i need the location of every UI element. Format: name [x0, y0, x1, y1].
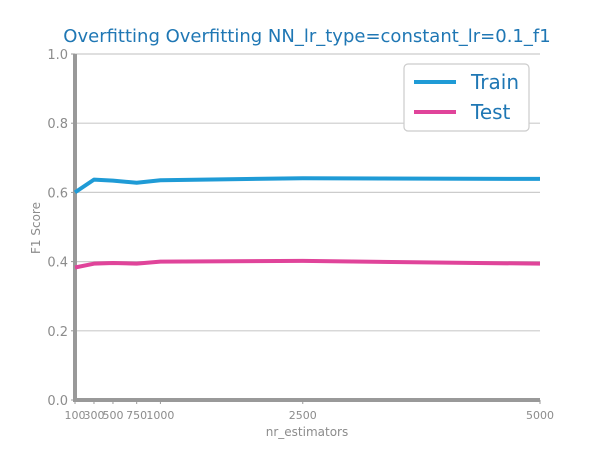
series-line-test — [74, 258, 541, 270]
series — [73, 176, 541, 270]
y-tick-label: 0.0 — [47, 394, 68, 409]
series-line-train — [73, 176, 541, 195]
legend: Train Test — [403, 63, 530, 132]
y-axis-ticks: 0.0 0.2 0.4 0.6 0.8 1.0 — [47, 48, 75, 409]
legend-label-test: Test — [470, 100, 511, 124]
chart-title: Overfitting Overfitting NN_lr_type=const… — [63, 26, 550, 47]
y-tick-label: 0.2 — [47, 325, 68, 340]
y-axis-label: F1 Score — [29, 202, 43, 254]
y-tick-label: 0.6 — [47, 186, 68, 201]
y-tick-label: 0.8 — [47, 117, 68, 132]
x-tick-label: 5000 — [526, 409, 554, 422]
x-tick-label: 500 — [102, 409, 123, 422]
x-axis-label: nr_estimators — [266, 425, 349, 439]
axes — [73, 54, 540, 402]
x-tick-label: 2500 — [289, 409, 317, 422]
x-tick-label: 300 — [83, 409, 104, 422]
x-tick-label: 1000 — [146, 409, 174, 422]
legend-label-train: Train — [470, 70, 519, 94]
y-tick-label: 1.0 — [47, 48, 68, 63]
x-tick-label: 750 — [126, 409, 147, 422]
x-tick-label: 100 — [65, 409, 86, 422]
y-tick-label: 0.4 — [47, 256, 68, 271]
